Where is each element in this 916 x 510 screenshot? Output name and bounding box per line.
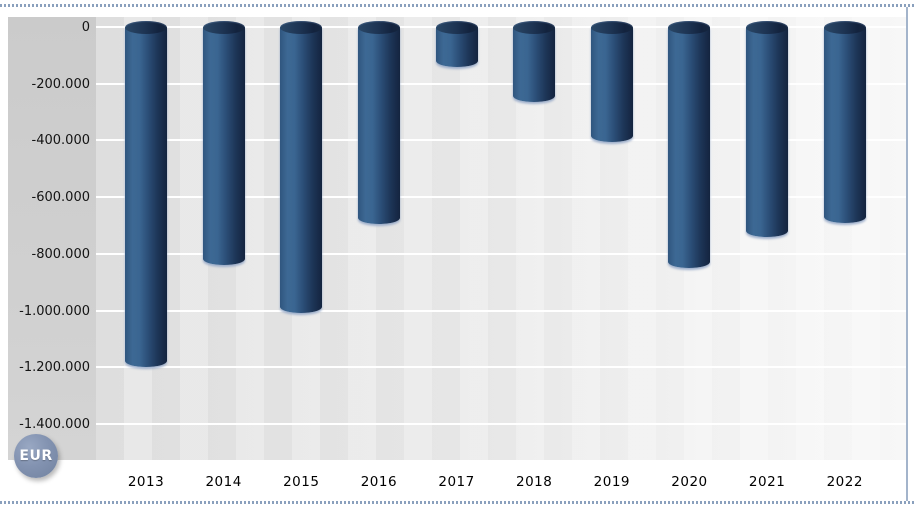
x-tick-label-2022: 2022 bbox=[826, 474, 863, 490]
bar-2015[interactable] bbox=[280, 20, 323, 314]
grid-line--1.400.000 bbox=[96, 422, 906, 425]
y-tick-label--1.000.000: -1.000.000 bbox=[19, 303, 90, 319]
bar-2017[interactable] bbox=[435, 21, 478, 67]
grid-line--1.000.000 bbox=[96, 309, 906, 312]
x-tick-label-2015: 2015 bbox=[283, 474, 320, 490]
x-tick-label-2020: 2020 bbox=[671, 474, 708, 490]
bar-2019[interactable] bbox=[590, 21, 633, 142]
grid-line-0 bbox=[96, 26, 906, 28]
bar-2022[interactable] bbox=[823, 21, 866, 223]
bar-2021[interactable] bbox=[746, 21, 789, 237]
x-tick-label-2017: 2017 bbox=[438, 474, 475, 490]
grid-line--1.200.000 bbox=[96, 366, 906, 369]
grid-line--400.000 bbox=[96, 139, 906, 142]
bar-2013[interactable] bbox=[125, 20, 167, 368]
grid-line--200.000 bbox=[96, 82, 906, 85]
x-axis-labels: 2013 2014 2015 2016 2017 2018 2019 2020 2021 2022 bbox=[96, 470, 906, 494]
grid-line--600.000 bbox=[96, 196, 906, 199]
y-tick-label--800.000: -800.000 bbox=[31, 246, 90, 262]
x-tick-label-2016: 2016 bbox=[360, 474, 398, 490]
currency-unit-badge: EUR bbox=[14, 434, 58, 478]
top-dotted-border bbox=[0, 4, 916, 7]
bar-2016[interactable] bbox=[357, 20, 400, 225]
x-tick-label-2013: 2013 bbox=[127, 474, 165, 490]
y-tick-label--200.000: -200.000 bbox=[31, 76, 90, 92]
bar-2018[interactable] bbox=[513, 20, 556, 103]
bar-2020[interactable] bbox=[668, 20, 711, 269]
x-tick-label-2018: 2018 bbox=[516, 474, 553, 490]
bottom-dotted-border bbox=[0, 501, 916, 504]
y-tick-label-0: 0 bbox=[81, 20, 90, 35]
bar-2014[interactable] bbox=[202, 20, 245, 266]
plot-area bbox=[96, 17, 906, 460]
y-tick-label--400.000: -400.000 bbox=[31, 133, 90, 149]
x-tick-label-2019: 2019 bbox=[593, 474, 630, 490]
y-axis-panel: 0 -200.000 -400.000 -600.000 -800.000 -1.000.… bbox=[8, 17, 96, 460]
x-tick-label-2021: 2021 bbox=[748, 474, 786, 490]
x-tick-label-2014: 2014 bbox=[205, 474, 242, 490]
y-tick-label--1.400.000: -1.400.000 bbox=[19, 416, 90, 432]
y-tick-label--600.000: -600.000 bbox=[31, 190, 90, 206]
right-border-line bbox=[906, 7, 908, 501]
y-tick-label--1.200.000: -1.200.000 bbox=[19, 360, 90, 376]
grid-line--800.000 bbox=[96, 252, 906, 255]
